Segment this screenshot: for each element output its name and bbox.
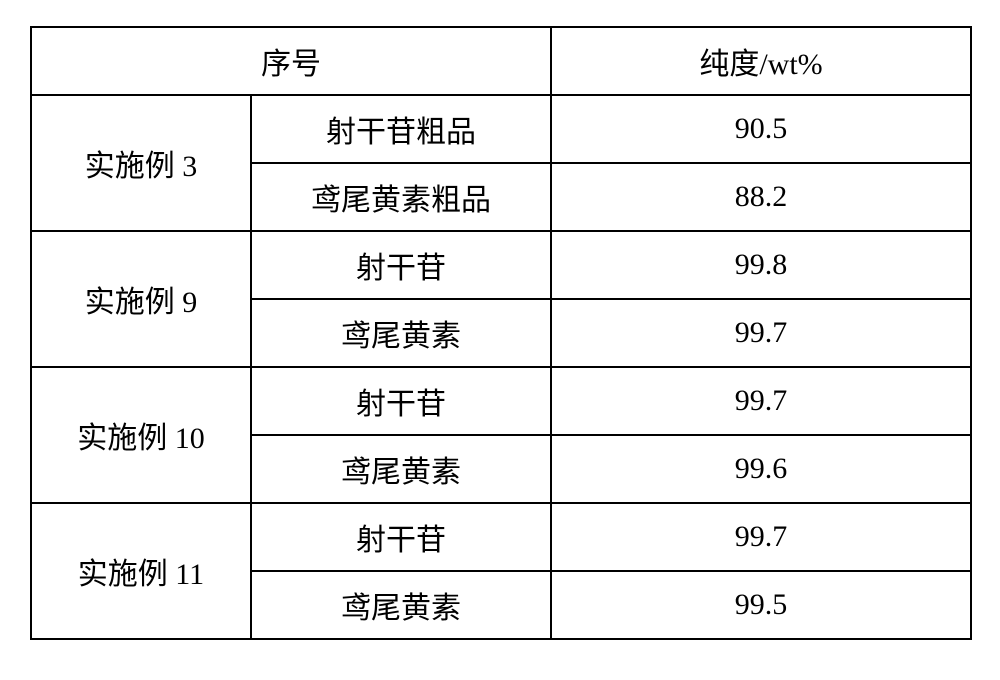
item-purity: 99.6 (551, 435, 971, 503)
item-purity: 99.7 (551, 367, 971, 435)
item-name: 射干苷 (251, 367, 551, 435)
item-purity: 99.8 (551, 231, 971, 299)
header-col-serial: 序号 (31, 27, 551, 95)
table-row: 实施例 10 射干苷 99.7 (31, 367, 971, 435)
item-name: 鸢尾黄素粗品 (251, 163, 551, 231)
item-purity: 99.7 (551, 299, 971, 367)
item-name: 射干苷 (251, 231, 551, 299)
item-purity: 99.5 (551, 571, 971, 639)
group-label: 实施例 3 (31, 95, 251, 231)
item-name: 鸢尾黄素 (251, 435, 551, 503)
table-row: 实施例 9 射干苷 99.8 (31, 231, 971, 299)
item-name: 射干苷粗品 (251, 95, 551, 163)
group-label: 实施例 11 (31, 503, 251, 639)
item-name: 射干苷 (251, 503, 551, 571)
header-col-purity: 纯度/wt% (551, 27, 971, 95)
item-purity: 99.7 (551, 503, 971, 571)
header-row: 序号 纯度/wt% (31, 27, 971, 95)
item-name: 鸢尾黄素 (251, 299, 551, 367)
group-label: 实施例 9 (31, 231, 251, 367)
table-row: 实施例 11 射干苷 99.7 (31, 503, 971, 571)
item-purity: 88.2 (551, 163, 971, 231)
table-row: 实施例 3 射干苷粗品 90.5 (31, 95, 971, 163)
item-name: 鸢尾黄素 (251, 571, 551, 639)
group-label: 实施例 10 (31, 367, 251, 503)
table-container: 序号 纯度/wt% 实施例 3 射干苷粗品 90.5 鸢尾黄素粗品 88.2 实… (0, 0, 1000, 666)
purity-table: 序号 纯度/wt% 实施例 3 射干苷粗品 90.5 鸢尾黄素粗品 88.2 实… (30, 26, 972, 640)
item-purity: 90.5 (551, 95, 971, 163)
